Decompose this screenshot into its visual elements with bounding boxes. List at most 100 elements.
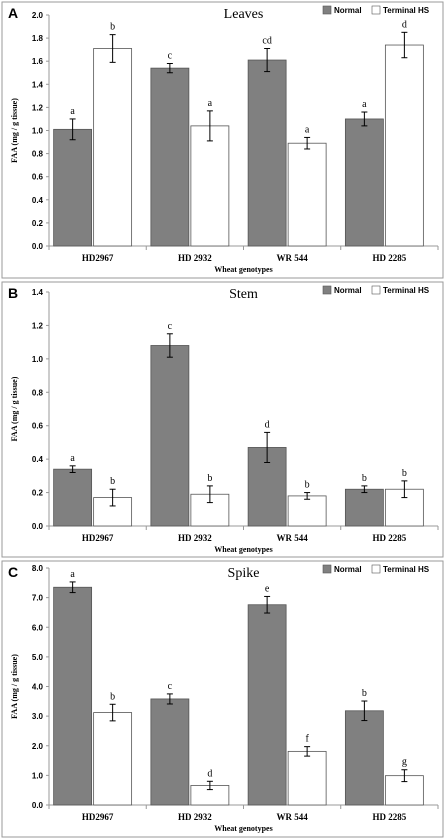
y-axis-label: FAA (mg / g tissue) bbox=[10, 376, 19, 441]
category-label: HD2967 bbox=[82, 533, 114, 543]
y-tick-label: 0.2 bbox=[32, 219, 44, 228]
bar-normal bbox=[344, 118, 384, 247]
y-tick-label: 4.0 bbox=[32, 683, 44, 692]
significance-label: a bbox=[70, 106, 75, 117]
bar-normal bbox=[150, 67, 190, 247]
legend-label-normal: Normal bbox=[334, 286, 362, 295]
y-tick-label: 1.4 bbox=[32, 288, 44, 297]
significance-label: a bbox=[208, 98, 213, 109]
x-axis-label: Wheat genotypes bbox=[214, 824, 272, 833]
category-label: HD 2285 bbox=[373, 253, 407, 263]
significance-label: b bbox=[207, 473, 212, 484]
category-label: WR 544 bbox=[277, 812, 309, 822]
legend-label-normal: Normal bbox=[334, 565, 362, 574]
significance-label: b bbox=[110, 22, 115, 33]
significance-label: d bbox=[402, 19, 407, 30]
y-tick-label: 0.0 bbox=[32, 522, 44, 531]
legend-swatch-terminal-hs bbox=[371, 564, 381, 574]
bar-terminal-hs bbox=[384, 44, 424, 247]
x-axis-label: Wheat genotypes bbox=[214, 545, 272, 554]
legend-label-terminal-hs: Terminal HS bbox=[383, 6, 430, 15]
bar-normal bbox=[53, 468, 93, 527]
bar-normal bbox=[247, 59, 287, 247]
significance-label: d bbox=[207, 768, 212, 779]
bar-terminal-hs bbox=[287, 142, 327, 247]
y-axis-label: FAA (mg / g tissue) bbox=[10, 654, 19, 719]
chart-title: Spike bbox=[228, 566, 260, 581]
significance-label: b bbox=[362, 688, 367, 699]
panel-frame bbox=[1, 281, 444, 558]
bar-normal bbox=[247, 604, 287, 806]
y-axis-label: FAA (mg / g tissue) bbox=[10, 98, 19, 163]
category-label: HD2967 bbox=[82, 253, 114, 263]
y-tick-label: 0.4 bbox=[32, 196, 44, 205]
category-label: HD2967 bbox=[82, 812, 114, 822]
x-axis-label: Wheat genotypes bbox=[214, 265, 272, 274]
significance-label: a bbox=[70, 569, 75, 580]
y-tick-label: 0.6 bbox=[32, 422, 44, 431]
y-tick-label: 1.6 bbox=[32, 57, 44, 66]
bar-terminal-hs bbox=[287, 495, 327, 527]
panel-letter: A bbox=[8, 5, 18, 21]
y-tick-label: 8.0 bbox=[32, 564, 44, 573]
legend-label-terminal-hs: Terminal HS bbox=[383, 565, 430, 574]
y-tick-label: 0.8 bbox=[32, 388, 44, 397]
significance-label: b bbox=[305, 480, 310, 491]
bar-normal bbox=[344, 710, 384, 806]
panel-frame bbox=[1, 560, 444, 838]
y-tick-label: 1.8 bbox=[32, 34, 44, 43]
bar-normal bbox=[53, 586, 93, 806]
panel-letter: B bbox=[8, 285, 18, 301]
y-tick-label: 1.0 bbox=[32, 355, 44, 364]
chart-title: Stem bbox=[229, 287, 258, 302]
bar-normal bbox=[150, 698, 190, 806]
significance-label: c bbox=[168, 321, 173, 332]
y-tick-label: 2.0 bbox=[32, 11, 44, 20]
category-label: HD 2285 bbox=[373, 533, 407, 543]
bar-terminal-hs bbox=[93, 712, 133, 806]
significance-label: g bbox=[402, 757, 407, 768]
bar-terminal-hs bbox=[190, 125, 230, 247]
significance-label: b bbox=[110, 476, 115, 487]
category-label: HD 2932 bbox=[178, 812, 212, 822]
bar-normal bbox=[150, 345, 190, 527]
significance-label: c bbox=[168, 51, 173, 62]
significance-label: b bbox=[110, 691, 115, 702]
bar-terminal-hs bbox=[287, 750, 327, 806]
significance-label: a bbox=[305, 124, 310, 135]
y-tick-label: 0.6 bbox=[32, 173, 44, 182]
legend-swatch-normal bbox=[322, 5, 332, 15]
y-tick-label: 0.8 bbox=[32, 150, 44, 159]
bar-normal bbox=[53, 128, 93, 247]
significance-label: f bbox=[305, 734, 309, 745]
y-tick-label: 0.0 bbox=[32, 801, 44, 810]
legend-swatch-terminal-hs bbox=[371, 285, 381, 295]
y-tick-label: 0.4 bbox=[32, 455, 44, 464]
y-tick-label: 2.0 bbox=[32, 742, 44, 751]
panel-letter: C bbox=[8, 564, 18, 580]
y-tick-label: 3.0 bbox=[32, 712, 44, 721]
significance-label: a bbox=[70, 453, 75, 464]
category-label: HD 2932 bbox=[178, 253, 212, 263]
panel-frame bbox=[1, 1, 444, 279]
legend-swatch-terminal-hs bbox=[371, 5, 381, 15]
significance-label: e bbox=[265, 583, 270, 594]
category-label: HD 2285 bbox=[373, 812, 407, 822]
legend-swatch-normal bbox=[322, 285, 332, 295]
y-tick-label: 5.0 bbox=[32, 653, 44, 662]
y-tick-label: 6.0 bbox=[32, 623, 44, 632]
legend-swatch-normal bbox=[322, 564, 332, 574]
significance-label: c bbox=[168, 681, 173, 692]
significance-label: b bbox=[362, 473, 367, 484]
y-tick-label: 1.2 bbox=[32, 103, 44, 112]
significance-label: a bbox=[362, 99, 367, 110]
chart-title: Leaves bbox=[224, 7, 264, 22]
y-tick-label: 1.0 bbox=[32, 771, 44, 780]
significance-label: d bbox=[265, 419, 270, 430]
category-label: HD 2932 bbox=[178, 533, 212, 543]
legend-label-normal: Normal bbox=[334, 6, 362, 15]
y-tick-label: 7.0 bbox=[32, 594, 44, 603]
significance-label: cd bbox=[262, 35, 271, 46]
